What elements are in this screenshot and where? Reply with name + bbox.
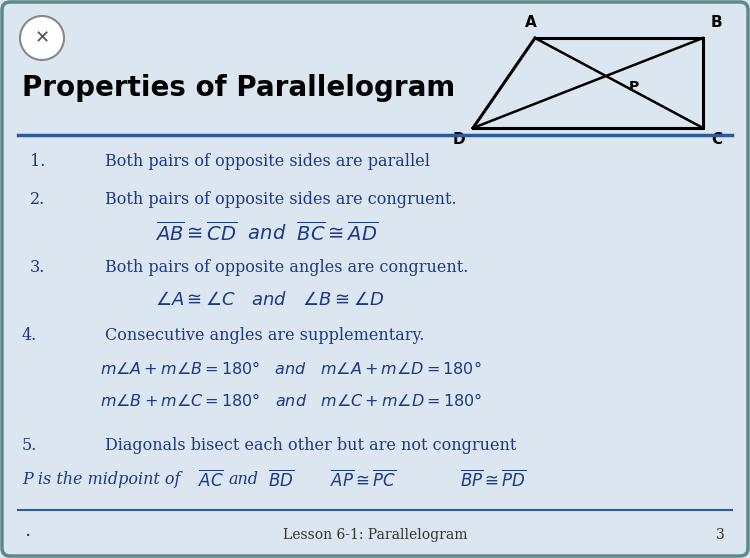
Text: $\overline{BD}$: $\overline{BD}$	[268, 469, 294, 490]
Text: $\angle A \cong \angle C$   and   $\angle B \cong \angle D$: $\angle A \cong \angle C$ and $\angle B …	[155, 291, 384, 309]
Text: P is the midpoint of: P is the midpoint of	[22, 472, 180, 488]
Text: $\overline{BP} \cong \overline{PD}$: $\overline{BP} \cong \overline{PD}$	[460, 469, 526, 490]
Text: $\overline{AB} \cong \overline{CD}$  and  $\overline{BC} \cong \overline{AD}$: $\overline{AB} \cong \overline{CD}$ and …	[155, 221, 378, 245]
Text: C: C	[711, 132, 722, 147]
Text: $\overline{AP} \cong \overline{PC}$: $\overline{AP} \cong \overline{PC}$	[330, 469, 396, 490]
Text: Consecutive angles are supplementary.: Consecutive angles are supplementary.	[105, 328, 424, 344]
Text: and: and	[228, 472, 258, 488]
Text: A: A	[525, 15, 537, 30]
Text: P: P	[629, 80, 639, 94]
Text: Diagonals bisect each other but are not congruent: Diagonals bisect each other but are not …	[105, 436, 516, 454]
Text: Both pairs of opposite sides are parallel: Both pairs of opposite sides are paralle…	[105, 153, 430, 171]
Text: 3: 3	[716, 528, 724, 542]
Text: 5.: 5.	[22, 436, 38, 454]
Text: D: D	[452, 132, 465, 147]
Text: 2.: 2.	[30, 191, 45, 209]
Circle shape	[20, 16, 64, 60]
Text: Lesson 6-1: Parallelogram: Lesson 6-1: Parallelogram	[283, 528, 467, 542]
Text: 3.: 3.	[30, 259, 45, 277]
Text: Both pairs of opposite sides are congruent.: Both pairs of opposite sides are congrue…	[105, 191, 457, 209]
Text: Properties of Parallelogram: Properties of Parallelogram	[22, 74, 455, 102]
Text: 1.: 1.	[30, 153, 45, 171]
Text: ✕: ✕	[34, 29, 50, 47]
Text: 4.: 4.	[22, 328, 38, 344]
Text: Both pairs of opposite angles are congruent.: Both pairs of opposite angles are congru…	[105, 259, 468, 277]
Text: .: .	[25, 521, 31, 540]
Text: $m\angle A + m\angle B = 180°$   and   $m\angle A + m\angle D = 180°$: $m\angle A + m\angle B = 180°$ and $m\an…	[100, 359, 482, 377]
Text: $m\angle B + m\angle C = 180°$   and   $m\angle C + m\angle D = 180°$: $m\angle B + m\angle C = 180°$ and $m\an…	[100, 392, 482, 408]
Text: $\overline{AC}$: $\overline{AC}$	[198, 469, 223, 490]
Text: B: B	[711, 15, 723, 30]
